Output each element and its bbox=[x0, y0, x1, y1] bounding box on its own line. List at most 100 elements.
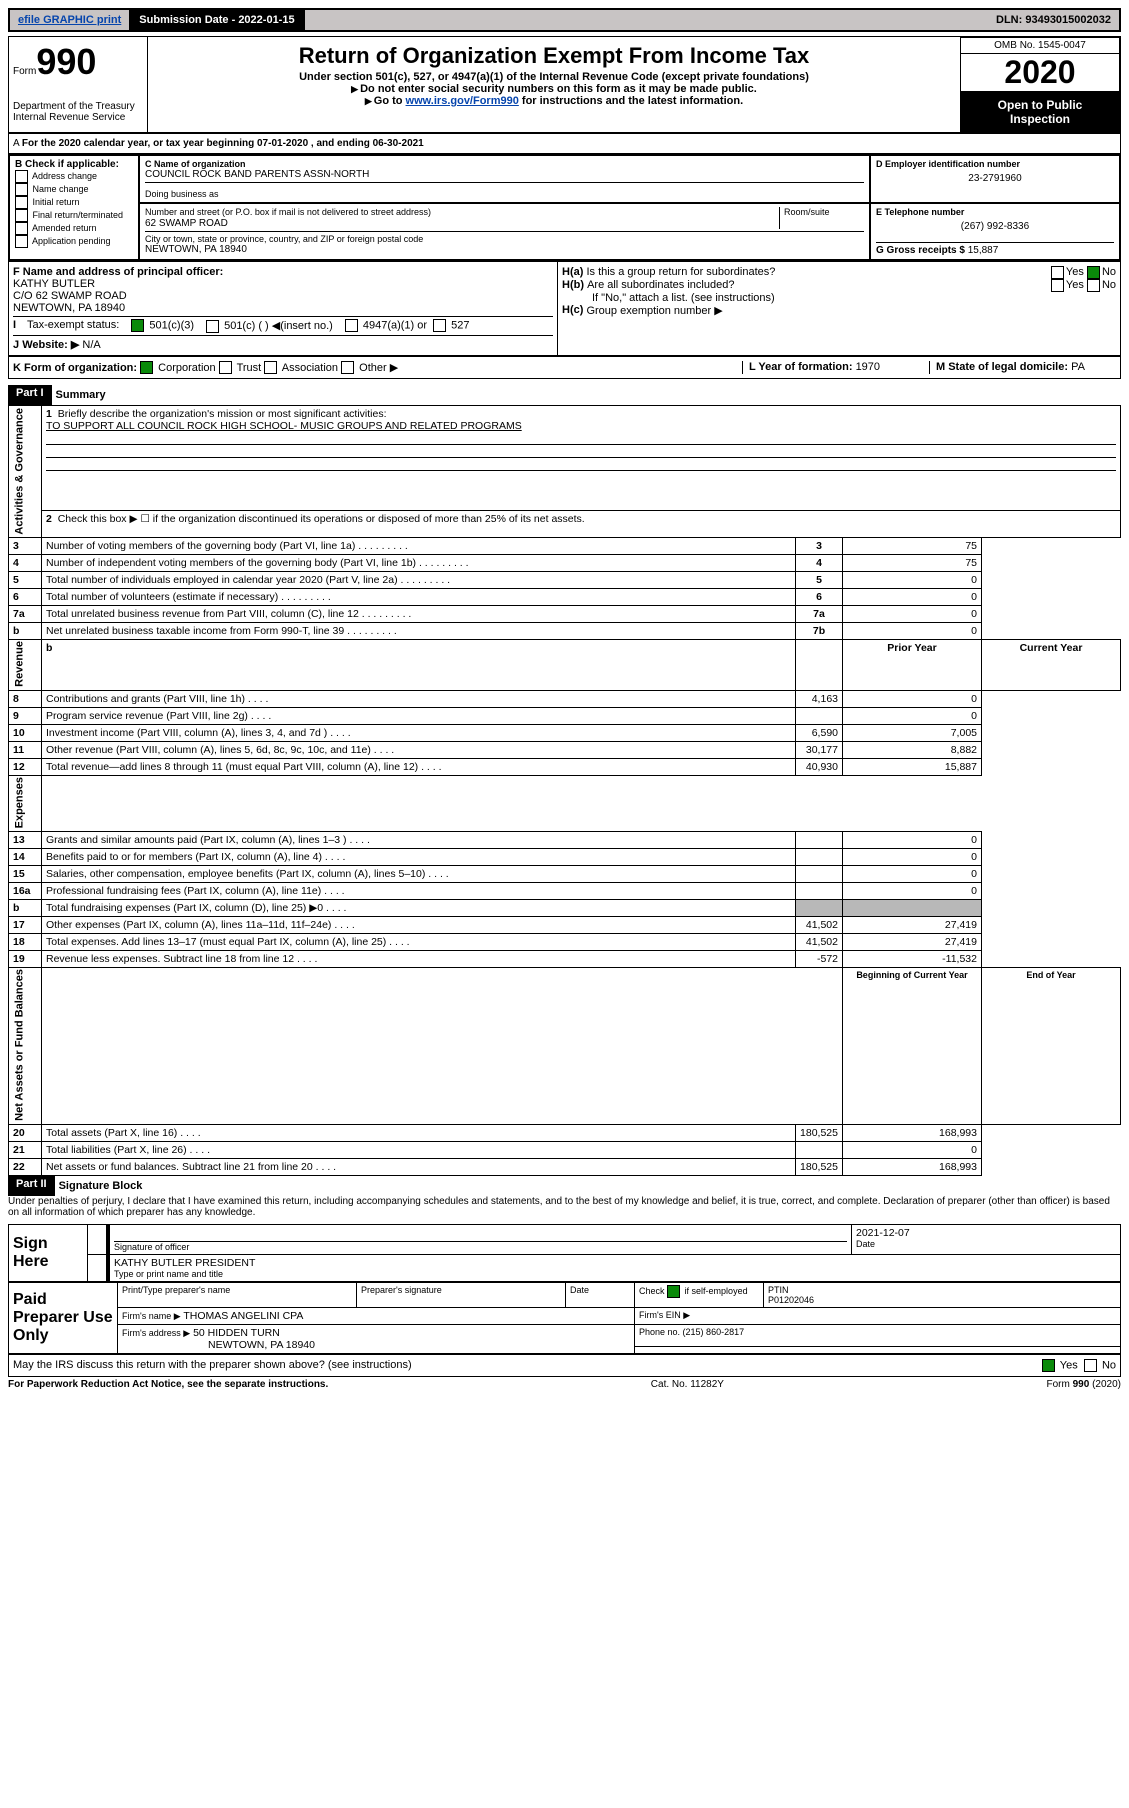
website-label: Website: ▶ bbox=[22, 339, 79, 351]
b-option-2: Initial return bbox=[15, 196, 133, 209]
opt-assoc: Association bbox=[282, 362, 338, 374]
form-header: Form990 Department of the Treasury Inter… bbox=[8, 36, 1121, 133]
b-label: B Check if applicable: bbox=[15, 159, 133, 170]
irs-discuss-row: May the IRS discuss this return with the… bbox=[8, 1354, 1121, 1377]
checkbox-ha-no[interactable] bbox=[1087, 266, 1100, 279]
checkbox-527[interactable] bbox=[433, 319, 446, 332]
exp-rows-14: 14Benefits paid to or for members (Part … bbox=[9, 848, 1121, 865]
org-name: COUNCIL ROCK BAND PARENTS ASSN-NORTH bbox=[145, 169, 864, 180]
ha-yes: Yes bbox=[1066, 266, 1084, 279]
year-formation: 1970 bbox=[856, 361, 880, 373]
part2-label: Part II bbox=[8, 1176, 55, 1196]
sig-date-label: Date bbox=[856, 1239, 1116, 1249]
k-label: K Form of organization: bbox=[13, 362, 137, 374]
city-state-zip: NEWTOWN, PA 18940 bbox=[145, 244, 864, 255]
checkbox-4947[interactable] bbox=[345, 319, 358, 332]
q2-text: Check this box ▶ ☐ if the organization d… bbox=[58, 513, 585, 525]
form-number: 990 bbox=[36, 41, 96, 82]
checkbox-hb-yes[interactable] bbox=[1051, 279, 1064, 292]
exp-rows-13: 13Grants and similar amounts paid (Part … bbox=[9, 831, 1121, 848]
b-option-0: Address change bbox=[15, 170, 133, 183]
subtitle-2: Do not enter social security numbers on … bbox=[152, 83, 956, 95]
b-option-1: Name change bbox=[15, 183, 133, 196]
footer-right: Form 990 (2020) bbox=[1047, 1379, 1121, 1390]
ein-value: 23-2791960 bbox=[876, 173, 1114, 184]
vlabel-revenue: Revenue bbox=[9, 639, 42, 690]
checkbox-hb-no[interactable] bbox=[1087, 279, 1100, 292]
l-label: L Year of formation: bbox=[749, 361, 856, 373]
dept-irs: Internal Revenue Service bbox=[13, 112, 143, 123]
f-label: F Name and address of principal officer: bbox=[13, 266, 553, 278]
firm-addr-label: Firm's address ▶ bbox=[122, 1328, 190, 1338]
checkbox-self-employed[interactable] bbox=[667, 1285, 680, 1298]
checkbox-b-5[interactable] bbox=[15, 235, 28, 248]
sig-officer-label: Signature of officer bbox=[114, 1242, 847, 1252]
vlabel-governance: Activities & Governance bbox=[9, 406, 42, 538]
irs-discuss-question: May the IRS discuss this return with the… bbox=[13, 1359, 412, 1372]
firm-name: THOMAS ANGELINI CPA bbox=[183, 1310, 303, 1322]
irs-yes: Yes bbox=[1060, 1359, 1078, 1371]
part1-header: Part I Summary bbox=[8, 385, 1121, 405]
j-label: J bbox=[13, 339, 22, 351]
checkbox-b-2[interactable] bbox=[15, 196, 28, 209]
ha-no: No bbox=[1102, 266, 1116, 279]
city-label: City or town, state or province, country… bbox=[145, 234, 864, 244]
gov-row-4: 4Number of independent voting members of… bbox=[9, 554, 1121, 571]
paid-preparer-label: Paid Preparer Use Only bbox=[9, 1282, 118, 1353]
identity-block: B Check if applicable: Address change Na… bbox=[8, 154, 1121, 261]
checkbox-assoc[interactable] bbox=[264, 361, 277, 374]
exp-rows-17: 17Other expenses (Part IX, column (A), l… bbox=[9, 916, 1121, 933]
tax-year: 2020 bbox=[960, 53, 1120, 92]
gross-receipts: 15,887 bbox=[968, 245, 999, 256]
signature-table: Sign Here Signature of officer 2021-12-0… bbox=[8, 1224, 1121, 1282]
rev-rows-11: 11Other revenue (Part VIII, column (A), … bbox=[9, 741, 1121, 758]
opt-501c: 501(c) ( ) ◀(insert no.) bbox=[224, 320, 333, 332]
checkbox-trust[interactable] bbox=[219, 361, 232, 374]
col-begin-year: Beginning of Current Year bbox=[843, 967, 982, 1124]
checkbox-other[interactable] bbox=[341, 361, 354, 374]
checkbox-501c[interactable] bbox=[206, 320, 219, 333]
officer-name: KATHY BUTLER bbox=[13, 278, 553, 290]
c-name-label: C Name of organization bbox=[145, 159, 864, 169]
checkbox-corp[interactable] bbox=[140, 361, 153, 374]
penalty-text: Under penalties of perjury, I declare th… bbox=[8, 1196, 1121, 1218]
state-domicile: PA bbox=[1071, 361, 1085, 373]
col-h-blank: b bbox=[42, 639, 796, 690]
g-gross-label: G Gross receipts $ bbox=[876, 245, 968, 256]
efile-link[interactable]: efile GRAPHIC print bbox=[10, 10, 131, 30]
checkbox-b-4[interactable] bbox=[15, 222, 28, 235]
rev-rows-12: 12Total revenue—add lines 8 through 11 (… bbox=[9, 758, 1121, 775]
m-label: M State of legal domicile: bbox=[936, 361, 1071, 373]
hb-no: No bbox=[1102, 279, 1116, 292]
opt-trust: Trust bbox=[237, 362, 262, 374]
exp-rows-16a: 16aProfessional fundraising fees (Part I… bbox=[9, 882, 1121, 899]
checkbox-b-3[interactable] bbox=[15, 209, 28, 222]
checkbox-b-0[interactable] bbox=[15, 170, 28, 183]
firm-addr2: NEWTOWN, PA 18940 bbox=[208, 1339, 315, 1351]
exp-rows-18: 18Total expenses. Add lines 13–17 (must … bbox=[9, 933, 1121, 950]
form-word: Form bbox=[13, 66, 36, 77]
checkbox-irs-yes[interactable] bbox=[1042, 1359, 1055, 1372]
room-suite-label: Room/suite bbox=[779, 207, 864, 229]
gov-row-7a: 7aTotal unrelated business revenue from … bbox=[9, 605, 1121, 622]
b-option-5: Application pending bbox=[15, 235, 133, 248]
ha-question: Is this a group return for subordinates? bbox=[586, 266, 1050, 279]
opt-corp: Corporation bbox=[158, 362, 215, 374]
firm-name-label: Firm's name ▶ bbox=[122, 1311, 181, 1321]
prep-date-label: Date bbox=[566, 1282, 635, 1307]
firm-phone: (215) 860-2817 bbox=[683, 1327, 745, 1337]
subtitle-1: Under section 501(c), 527, or 4947(a)(1)… bbox=[152, 71, 956, 83]
opt-other: Other ▶ bbox=[359, 362, 398, 374]
dln: DLN: 93493015002032 bbox=[988, 10, 1119, 30]
net-rows-22: 22Net assets or fund balances. Subtract … bbox=[9, 1158, 1121, 1175]
line-a-tax-year: A For the 2020 calendar year, or tax yea… bbox=[8, 133, 1121, 154]
checkbox-ha-yes[interactable] bbox=[1051, 266, 1064, 279]
e-phone-label: E Telephone number bbox=[876, 207, 1114, 217]
mission-text: TO SUPPORT ALL COUNCIL ROCK HIGH SCHOOL-… bbox=[46, 420, 522, 432]
checkbox-irs-no[interactable] bbox=[1084, 1359, 1097, 1372]
checkbox-501c3[interactable] bbox=[131, 319, 144, 332]
tax-exempt-label: Tax-exempt status: bbox=[27, 319, 119, 333]
checkbox-b-1[interactable] bbox=[15, 183, 28, 196]
submission-date: Submission Date - 2022-01-15 bbox=[131, 10, 304, 30]
form990-link[interactable]: www.irs.gov/Form990 bbox=[406, 95, 519, 107]
